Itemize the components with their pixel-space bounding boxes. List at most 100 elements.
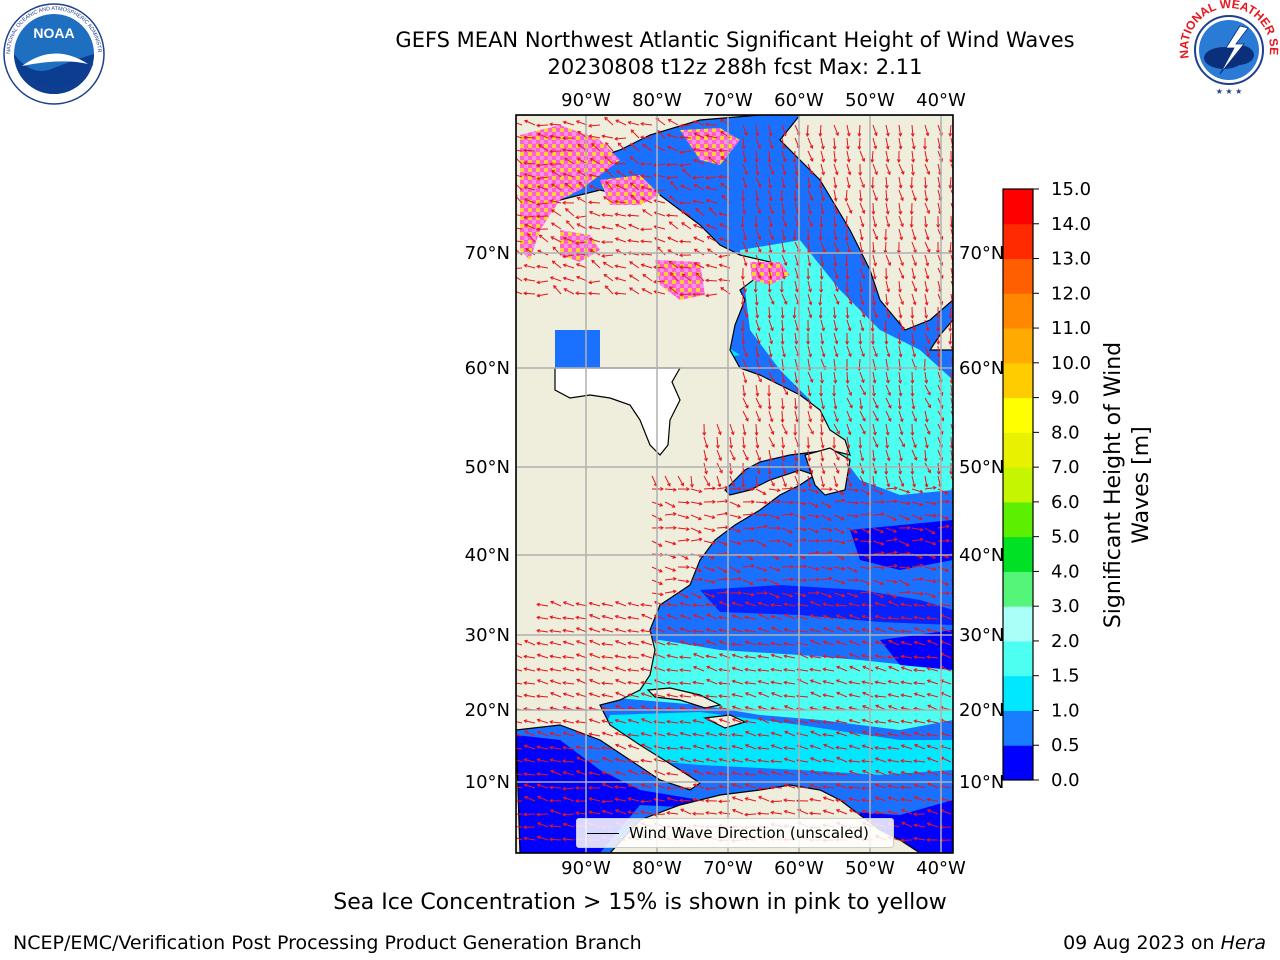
wave-direction-arrow xyxy=(875,704,887,711)
wave-direction-arrow xyxy=(615,719,627,724)
colorbar-segment xyxy=(1003,362,1033,399)
wave-direction-arrowhead xyxy=(861,602,866,607)
wave-direction-arrowhead xyxy=(897,405,902,410)
wave-direction-arrowhead xyxy=(562,200,566,205)
wave-direction-arrowhead xyxy=(907,525,911,530)
wave-direction-arrow xyxy=(911,124,914,137)
wave-direction-arrowhead xyxy=(926,248,931,253)
wave-direction-arrowhead xyxy=(840,530,845,534)
wave-direction-arrowhead xyxy=(848,809,853,813)
wave-direction-arrowhead xyxy=(525,248,530,252)
wave-direction-arrowhead xyxy=(794,340,799,345)
wave-direction-arrowhead xyxy=(926,171,931,176)
wave-direction-arrowhead xyxy=(670,181,674,185)
wave-direction-arrow xyxy=(924,176,927,189)
wave-direction-arrowhead xyxy=(820,457,825,462)
wave-direction-arrow xyxy=(885,565,897,568)
wave-direction-arrowhead xyxy=(627,641,632,646)
wave-direction-arrowhead xyxy=(757,210,762,215)
wave-direction-arrowhead xyxy=(900,654,905,659)
wave-direction-arrow xyxy=(849,603,861,607)
wave-direction-arrowhead xyxy=(845,289,850,293)
wave-direction-arrowhead xyxy=(926,744,931,749)
wave-direction-arrowhead xyxy=(672,589,677,594)
wave-direction-arrowhead xyxy=(887,616,892,620)
wave-direction-arrowhead xyxy=(913,796,918,800)
wave-direction-arrowhead xyxy=(848,602,853,607)
wave-direction-arrowhead xyxy=(757,184,762,188)
wave-direction-arrow xyxy=(732,734,744,737)
wave-direction-arrowhead xyxy=(757,418,761,423)
wave-direction-arrowhead xyxy=(640,613,645,618)
wave-direction-arrowhead xyxy=(909,224,914,228)
wave-direction-arrow xyxy=(768,189,772,201)
wave-direction-arrowhead xyxy=(640,602,645,607)
wave-direction-arrowhead xyxy=(750,564,755,568)
wave-direction-arrow xyxy=(937,176,941,188)
wave-direction-arrow xyxy=(807,306,812,318)
wave-direction-arrow xyxy=(820,475,825,487)
wave-direction-arrow xyxy=(820,137,824,149)
wave-direction-arrowhead xyxy=(861,353,865,358)
wave-direction-arrowhead xyxy=(846,444,851,449)
wave-direction-arrowhead xyxy=(770,431,775,435)
wave-direction-arrowhead xyxy=(551,170,556,174)
wave-direction-arrow xyxy=(940,679,952,685)
wave-direction-arrow xyxy=(591,260,601,269)
wave-direction-arrowhead xyxy=(834,483,839,488)
wave-direction-arrowhead xyxy=(672,568,677,572)
wave-direction-arrow xyxy=(742,423,746,435)
wave-direction-arrow xyxy=(629,287,640,295)
wave-direction-arrowhead xyxy=(741,471,746,475)
wave-direction-arrow xyxy=(898,202,902,214)
wave-direction-arrowhead xyxy=(770,614,775,619)
wave-direction-arrow xyxy=(875,655,887,659)
wave-direction-arrowhead xyxy=(523,812,527,817)
wave-direction-arrow xyxy=(940,614,952,620)
wave-direction-arrow xyxy=(770,760,783,763)
wave-direction-arrowhead xyxy=(549,615,554,620)
wave-direction-arrow xyxy=(693,132,705,139)
wave-direction-arrow xyxy=(537,668,549,672)
wave-direction-arrow xyxy=(781,163,786,175)
wave-direction-arrowhead xyxy=(861,262,866,267)
wave-direction-arrowhead xyxy=(861,786,865,791)
wave-direction-arrowhead xyxy=(680,482,684,487)
wave-direction-arrowhead xyxy=(898,392,903,397)
wave-direction-arrow xyxy=(524,640,536,646)
wave-direction-arrowhead xyxy=(885,431,890,436)
wave-direction-arrow xyxy=(849,798,861,802)
wave-direction-arrow xyxy=(716,566,728,573)
wave-direction-arrow xyxy=(667,797,679,802)
wave-direction-arrowhead xyxy=(900,223,904,228)
wave-direction-arrowhead xyxy=(705,147,710,152)
wave-direction-arrow xyxy=(564,157,575,165)
wave-direction-arrowhead xyxy=(858,198,863,202)
wave-direction-arrowhead xyxy=(849,404,853,409)
wave-direction-arrowhead xyxy=(899,457,903,462)
wave-direction-arrowhead xyxy=(846,132,851,137)
wave-direction-arrowhead xyxy=(936,224,941,228)
wave-direction-arrowhead xyxy=(601,614,606,619)
wave-direction-arrowhead xyxy=(757,654,762,659)
wave-direction-arrow xyxy=(911,501,923,506)
wave-direction-arrowhead xyxy=(848,744,853,749)
wave-direction-arrowhead xyxy=(536,667,541,672)
wave-direction-arrow xyxy=(784,771,796,776)
wave-direction-arrowhead xyxy=(729,444,734,449)
wave-direction-arrowhead xyxy=(679,292,683,297)
wave-direction-arrow xyxy=(516,291,523,295)
wave-direction-arrowhead xyxy=(835,418,839,423)
wave-direction-arrowhead xyxy=(873,132,878,137)
wave-direction-arrowhead xyxy=(858,341,863,345)
wave-direction-arrowhead xyxy=(704,457,708,462)
wave-direction-arrowhead xyxy=(731,614,736,619)
wave-direction-arrowhead xyxy=(809,197,814,201)
wave-direction-arrow xyxy=(914,784,926,789)
wave-direction-arrow xyxy=(755,423,758,436)
wave-direction-arrow xyxy=(820,202,824,214)
wave-direction-arrow xyxy=(849,653,861,659)
wave-direction-arrow xyxy=(898,475,904,487)
wave-direction-arrowhead xyxy=(511,641,514,644)
wave-direction-arrowhead xyxy=(614,797,619,802)
